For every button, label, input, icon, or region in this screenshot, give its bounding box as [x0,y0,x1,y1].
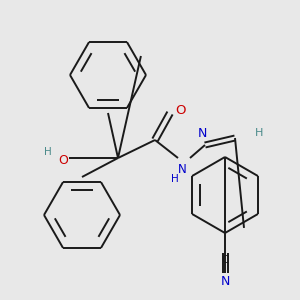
Text: H: H [44,147,52,157]
Text: H: H [255,128,263,138]
Text: N: N [178,163,186,176]
Text: N: N [220,275,230,288]
Text: N: N [197,127,207,140]
Text: O: O [175,103,185,116]
Text: C: C [221,255,229,265]
Text: O: O [58,154,68,166]
Text: H: H [171,174,179,184]
